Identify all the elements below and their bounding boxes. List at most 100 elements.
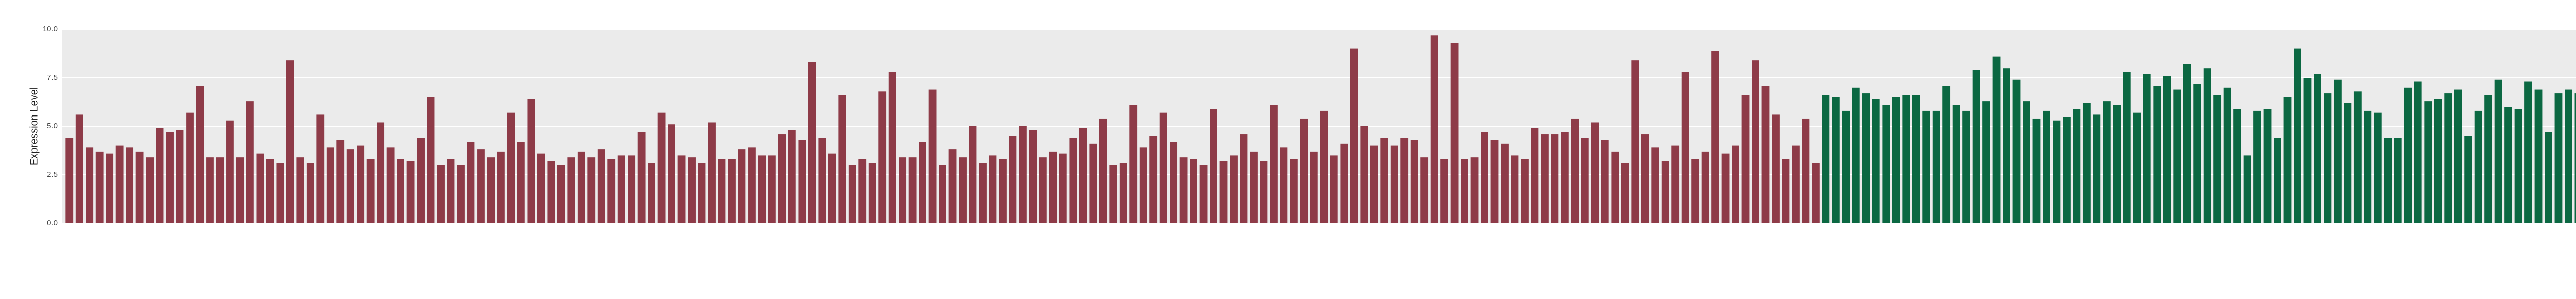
bar (1952, 105, 1960, 223)
bar (176, 130, 184, 223)
bar (2203, 68, 2211, 223)
bar (1490, 140, 1499, 223)
bar (1029, 130, 1037, 223)
bar (2053, 120, 2061, 223)
bar (2073, 109, 2081, 223)
bar (1681, 72, 1689, 223)
y-tick-label: 5.0 (47, 122, 58, 130)
bar (1370, 145, 1378, 223)
bar (206, 157, 214, 223)
bar (1972, 70, 1980, 223)
bar (2374, 112, 2382, 223)
bar (2173, 89, 2181, 223)
bar (1802, 118, 1810, 223)
bar (487, 157, 495, 223)
bar (336, 140, 345, 223)
bar (2243, 155, 2251, 223)
bar (2223, 87, 2231, 224)
bar (1059, 153, 1067, 223)
bar (2414, 81, 2422, 223)
bar (1270, 105, 1278, 223)
bar (2454, 89, 2462, 223)
bar (2424, 101, 2432, 223)
bar (1380, 138, 1388, 223)
bar (95, 151, 104, 223)
y-tick-label: 2.5 (47, 170, 58, 179)
bar (708, 122, 716, 223)
bar (366, 159, 375, 223)
bar (527, 99, 535, 223)
bar (1842, 110, 1850, 223)
bar (1511, 155, 1519, 223)
bar (2093, 114, 2101, 223)
bar (386, 147, 395, 223)
bar (1631, 60, 1639, 223)
bar (628, 155, 636, 223)
bar (1109, 165, 1117, 223)
bar (2082, 103, 2091, 223)
bar (2314, 74, 2321, 224)
bar (1139, 147, 1147, 223)
bar (1260, 161, 1268, 223)
bar (1661, 161, 1669, 223)
bar (406, 161, 415, 223)
bar (2253, 110, 2261, 223)
bar (858, 159, 867, 223)
bar (1571, 118, 1579, 223)
bar (276, 163, 284, 223)
bar (2274, 138, 2281, 223)
y-tick-label: 10.0 (43, 25, 58, 34)
bar (2123, 72, 2131, 223)
bar (818, 138, 826, 223)
bar (1902, 95, 1910, 223)
bar (2213, 95, 2222, 223)
bar (1761, 86, 1770, 224)
bar (1982, 101, 1990, 223)
bar (2565, 89, 2572, 223)
bar (1732, 145, 1739, 223)
bar (557, 165, 565, 223)
bar (1611, 151, 1619, 223)
bar (2545, 132, 2552, 223)
bar (1310, 151, 1318, 223)
bar (196, 86, 204, 224)
bar (126, 147, 134, 223)
bar (427, 97, 435, 223)
bar (547, 161, 555, 223)
bar (597, 150, 605, 223)
bar (1591, 122, 1599, 223)
bar (577, 151, 585, 223)
bar (989, 155, 997, 223)
bar (1019, 126, 1027, 223)
bar (1461, 159, 1468, 223)
bar (86, 147, 94, 223)
bar (236, 157, 244, 223)
bar (417, 138, 425, 223)
bar (648, 163, 656, 223)
bar (1822, 95, 1830, 223)
bar (1340, 143, 1348, 223)
bar (2012, 79, 2021, 223)
bar (226, 120, 234, 223)
bar (2404, 87, 2412, 224)
bar (2294, 48, 2301, 223)
bar (657, 112, 666, 223)
bar (2344, 103, 2352, 223)
bar (1039, 157, 1047, 223)
bar (1942, 86, 1951, 224)
bar (65, 138, 74, 223)
bar (166, 132, 174, 223)
bar (1641, 134, 1649, 223)
bar (326, 147, 334, 223)
bar (1691, 159, 1700, 223)
bar (1290, 159, 1298, 223)
bar (1350, 48, 1358, 223)
bar (1651, 147, 1659, 223)
bar (156, 128, 164, 223)
bar (1811, 163, 1820, 223)
bar (2063, 117, 2071, 223)
bar (888, 72, 896, 223)
bar (286, 60, 294, 223)
bar (1170, 142, 1178, 223)
bar (1099, 118, 1107, 223)
